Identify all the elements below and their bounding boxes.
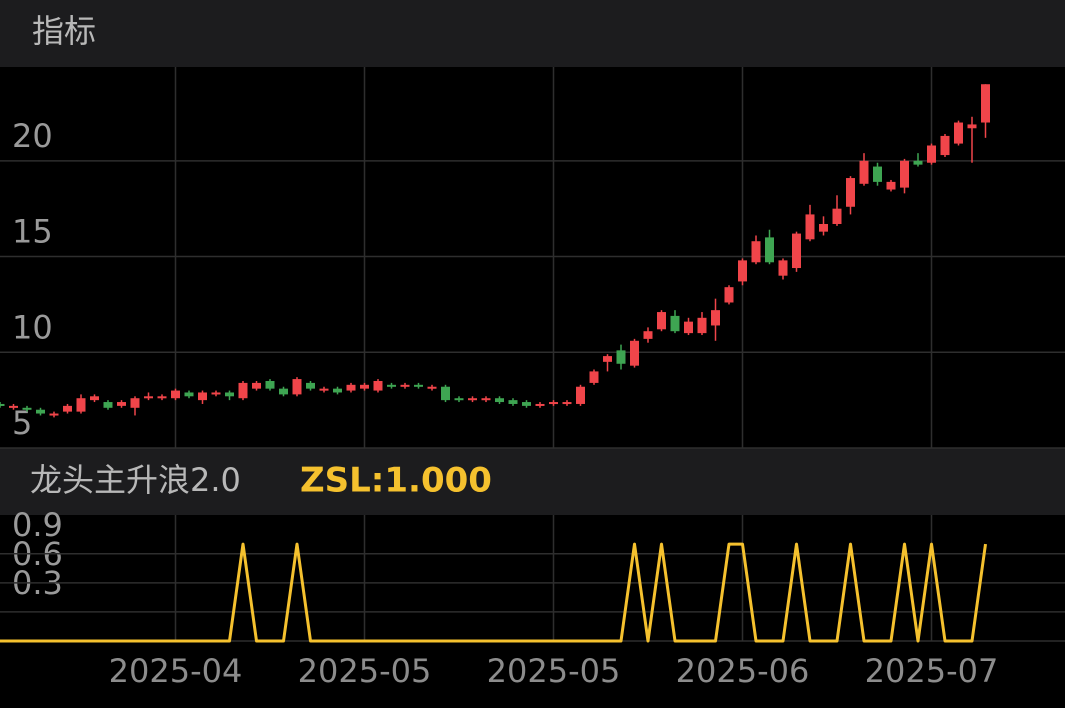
candle-body	[522, 402, 531, 406]
indicator-readout: ZSL:1.000	[300, 461, 492, 501]
candle-body	[765, 237, 774, 263]
candle-body	[751, 241, 761, 263]
candle-body	[184, 392, 194, 397]
candle-body	[427, 386, 437, 389]
candle-body	[549, 402, 558, 405]
candle-body	[846, 178, 855, 207]
candle-body	[495, 398, 504, 403]
candle-body	[90, 396, 99, 401]
candle-body	[630, 340, 639, 366]
candle-body	[643, 331, 653, 339]
candle-body	[967, 124, 977, 129]
candle-body	[738, 260, 747, 282]
candle-body	[792, 233, 801, 269]
candle-body	[252, 382, 261, 389]
candle-body	[238, 382, 248, 399]
candle-body	[657, 312, 666, 330]
candle-body	[724, 287, 734, 303]
candle-body	[900, 160, 909, 188]
candle-body	[211, 392, 221, 395]
candle-body	[670, 315, 680, 332]
x-tick-label: 2025-05	[298, 652, 432, 690]
candle-body	[0, 403, 5, 406]
header-title: 指标	[32, 12, 96, 50]
indicator-bar	[0, 448, 1065, 515]
y-tick-label: 10	[12, 308, 53, 346]
candle-body	[279, 388, 288, 395]
candle-body	[940, 135, 950, 156]
candle-body	[373, 380, 383, 391]
candle-body	[22, 407, 32, 410]
candle-body	[441, 386, 450, 401]
candle-body	[535, 403, 545, 406]
candle-body	[49, 413, 59, 416]
candle-body	[927, 145, 936, 163]
candle-body	[414, 384, 423, 387]
candle-body	[387, 384, 396, 387]
candle-body	[9, 405, 18, 408]
x-tick-label: 2025-04	[109, 652, 243, 690]
candle-body	[63, 405, 72, 412]
y-tick-label: 20	[12, 117, 53, 155]
candle-body	[954, 122, 963, 144]
candle-body	[103, 402, 113, 408]
candle-body	[711, 310, 720, 326]
candle-body	[819, 223, 828, 232]
candle-body	[198, 392, 207, 401]
candle-body	[225, 392, 234, 397]
candle-body	[832, 208, 842, 224]
header-bar	[0, 0, 1065, 67]
candle-body	[805, 214, 815, 240]
candle-body	[265, 380, 275, 389]
candle-body	[333, 388, 342, 393]
candle-body	[508, 400, 518, 404]
candle-body	[346, 384, 356, 391]
y-tick-label: 15	[12, 213, 53, 251]
candle-body	[360, 384, 369, 389]
candle-body	[157, 396, 167, 399]
candle-body	[697, 317, 707, 334]
candle-body	[36, 409, 45, 414]
candle-body	[886, 181, 896, 190]
x-tick-label: 2025-06	[676, 652, 810, 690]
candle-body	[292, 379, 302, 395]
candle-body	[778, 260, 788, 276]
candle-body	[400, 384, 410, 387]
y-tick-label: 0.9	[12, 506, 63, 544]
x-tick-label: 2025-07	[865, 652, 999, 690]
candle-body	[859, 160, 869, 184]
candle-body	[144, 396, 153, 399]
candle-body	[171, 390, 180, 399]
candle-body	[481, 398, 491, 401]
candle-body	[616, 350, 626, 364]
indicator-title: 龙头主升浪2.0	[30, 461, 241, 499]
candle-body	[562, 402, 572, 405]
candle-body	[873, 166, 882, 182]
candle-body	[306, 382, 315, 389]
candle-body	[130, 398, 140, 408]
candle-body	[589, 371, 599, 383]
candle-body	[603, 356, 612, 362]
x-tick-label: 2025-05	[487, 652, 621, 690]
candle-body	[76, 398, 86, 412]
candle-body	[454, 398, 464, 401]
candle-body	[981, 84, 990, 123]
candle-body	[117, 402, 126, 406]
candle-body	[684, 321, 693, 334]
y-tick-label: 5	[12, 404, 32, 442]
candle-body	[576, 386, 585, 404]
indicator-line	[0, 542, 987, 643]
candle-body	[319, 388, 329, 391]
candle-body	[913, 160, 923, 165]
candle-body	[468, 398, 477, 401]
